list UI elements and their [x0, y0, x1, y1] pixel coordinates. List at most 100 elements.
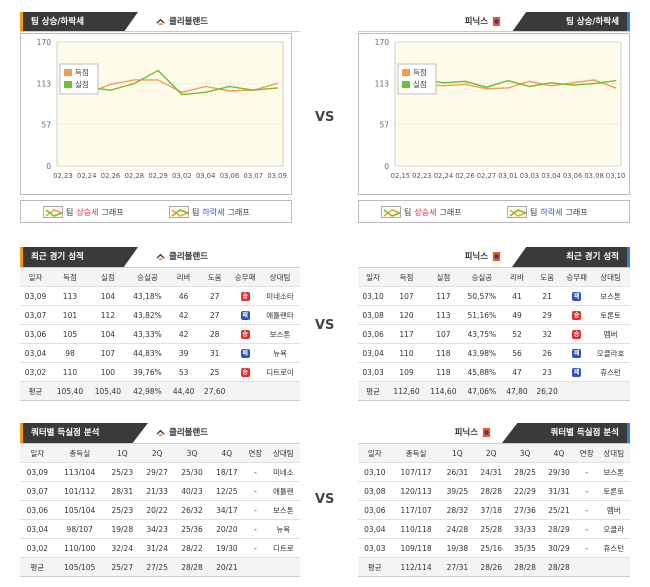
x-tick-label: 03,10: [606, 172, 625, 180]
legend-up-prefix: 팀: [404, 207, 412, 217]
table-cell: 멤버: [591, 324, 630, 344]
quarter-tab-right: 쿼터별 득실점 분석: [502, 423, 630, 443]
column-header: 상대팀: [597, 443, 630, 463]
average-cell: 42,98%: [126, 381, 169, 401]
table-cell: 19/38: [440, 538, 475, 558]
average-cell: 평균: [20, 381, 52, 401]
table-cell: -: [575, 462, 598, 482]
table-cell: 34/17: [209, 500, 245, 520]
table-cell: 25/30: [174, 462, 210, 482]
data-point: [109, 83, 112, 86]
table-cell: 34/23: [139, 519, 175, 539]
table-cell: 101/112: [54, 481, 105, 501]
table-cell: 100: [88, 362, 127, 382]
table-cell: 12/25: [209, 481, 245, 501]
table-cell: 애틀랜타: [260, 305, 300, 325]
trend-chart-left-svg: 170 113 57 002,23 02,24 02,26 02,28 02,29 03,02 0…: [37, 38, 287, 180]
vs-label-trend: VS: [315, 110, 335, 125]
x-tick-label: 03,06: [220, 172, 239, 180]
table-cell: 105/104: [54, 500, 105, 520]
table-cell: 113: [424, 305, 462, 325]
recent-team-left: 클리블랜드: [155, 247, 208, 267]
table-cell: 03,04: [358, 343, 389, 363]
recent-header-right: 피닉스 최근 경기 성적: [358, 247, 630, 267]
average-cell: 112,60: [388, 381, 425, 401]
table-cell: 107: [424, 324, 462, 344]
table-cell: 03,06: [358, 324, 389, 344]
table-cell: 미네소: [266, 462, 300, 482]
legend-down-right: 팀 하락세 그래프: [507, 206, 588, 218]
table-cell: 25/36: [174, 519, 210, 539]
table-cell: 패: [562, 362, 592, 382]
average-cell: 47,80: [501, 381, 533, 401]
column-header: 3Q: [508, 443, 543, 463]
legend-swatch: [402, 69, 410, 76]
average-cell: [260, 381, 300, 401]
table-cell: -: [575, 538, 598, 558]
table-row: 03,10 107/117 26/31 24/31 28/25 29/30- 보스톤: [358, 462, 630, 482]
table-cell: 118: [424, 362, 462, 382]
x-tick-label: 03,07: [244, 172, 263, 180]
table-cell: 109: [388, 362, 425, 382]
x-tick-label: 02,29: [148, 172, 167, 180]
team-name-left: 클리블랜드: [155, 12, 208, 32]
data-point: [442, 84, 445, 87]
table-cell: 104: [88, 286, 127, 306]
table-cell: 50,57%: [461, 286, 502, 306]
table-cell: 25/28: [474, 519, 509, 539]
average-cell: [575, 557, 598, 577]
data-point: [109, 89, 112, 91]
column-header: 4Q: [542, 443, 576, 463]
loss-badge: 패: [240, 311, 250, 320]
table-cell: 52: [501, 324, 533, 344]
table-cell: 19/28: [104, 519, 140, 539]
down-graph-icon: [169, 206, 189, 218]
table-cell: 118: [424, 343, 462, 363]
quarter-team-right: 피닉스: [455, 423, 495, 443]
table-row: 03,03 109 118 45,88% 47 23 패 휴스턴: [358, 362, 630, 382]
table-cell: 30/29: [542, 538, 576, 558]
trend-header-right: 피닉스 팀 상승/하락세: [358, 12, 630, 32]
average-row: 평균 112/114 27/31 28/26 28/28 28/28: [358, 557, 630, 577]
table-cell: 39,76%: [126, 362, 169, 382]
trend-legend-left: 팀 상승세 그래프 팀 하락세 그래프: [20, 200, 292, 223]
quarter-team-left: 클리블랜드: [155, 423, 208, 443]
y-tick-label: 57: [379, 120, 389, 129]
table-cell: 117/107: [391, 500, 441, 520]
y-tick-label: 113: [375, 80, 390, 89]
legend-up-word: 상승세: [76, 207, 99, 217]
table-cell: 28/31: [104, 481, 140, 501]
legend-down-word: 하락세: [202, 207, 225, 217]
cavaliers-logo-icon: [156, 253, 165, 261]
table-cell: 35/35: [508, 538, 543, 558]
average-cell: 20/21: [209, 557, 245, 577]
average-row: 평균 105/105 25/27 27/25 28/28 20/21: [20, 557, 300, 577]
column-header: 도움: [199, 267, 231, 287]
table-cell: 43,82%: [126, 305, 169, 325]
cavaliers-logo-icon: [156, 429, 165, 437]
column-header: 리바: [501, 267, 533, 287]
quarter-table-right: 일자 총득실 1Q 2Q 3Q 4Q 연장 상대팀 03,10 107/117 26/31 24/31…: [358, 443, 630, 577]
average-row: 평균 112,60 114,60 47,06% 47,80 26,20: [358, 381, 630, 401]
column-header: 득점: [388, 267, 425, 287]
table-cell: 03,10: [358, 462, 392, 482]
table-cell: 98: [51, 343, 89, 363]
table-cell: 32: [532, 324, 563, 344]
recent-tab-left: 최근 경기 성적: [20, 247, 138, 267]
table-cell: 패: [562, 286, 592, 306]
table-row: 03,07 101/112 28/31 21/33 40/23 12/25- 애틀랜: [20, 481, 300, 501]
table-cell: 03,08: [358, 481, 392, 501]
table-cell: 47: [501, 362, 533, 382]
average-cell: 105,40: [88, 381, 127, 401]
data-point: [507, 79, 509, 82]
table-cell: 28/28: [474, 481, 509, 501]
table-row: 03,10 107 117 50,57% 41 21 패 보스톤: [358, 286, 630, 306]
x-tick-label: 03,08: [584, 172, 603, 180]
table-cell: 03,06: [20, 324, 52, 344]
y-tick-label: 57: [41, 120, 51, 129]
table-cell: -: [244, 462, 267, 482]
table-row: 03,08 120 113 51,16% 49 29 승 토론토: [358, 305, 630, 325]
legend-up-word: 상승세: [414, 207, 437, 217]
column-header: 상대팀: [266, 443, 300, 463]
